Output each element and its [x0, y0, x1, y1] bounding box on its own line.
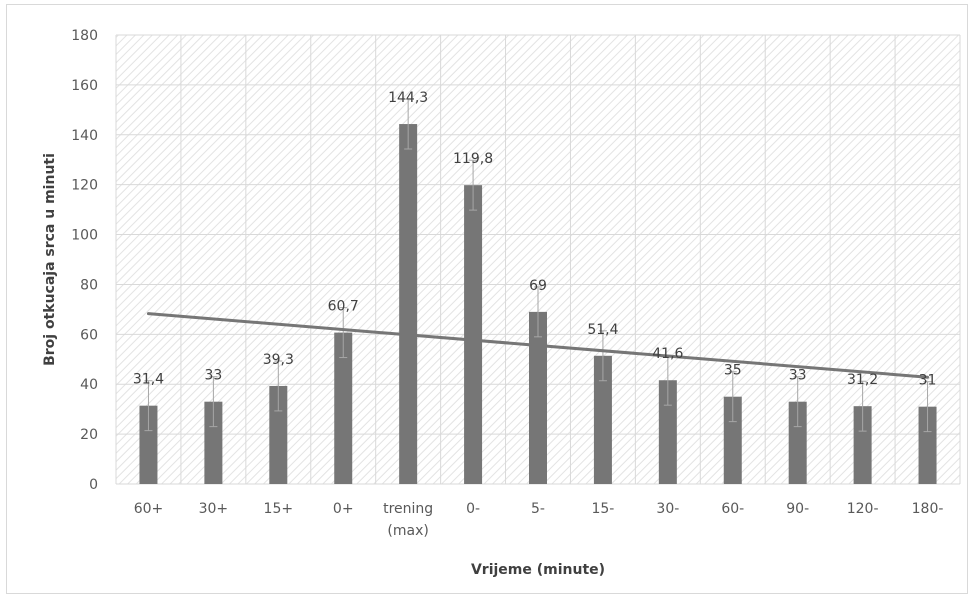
x-tick-label: 120-: [847, 501, 879, 517]
y-tick-label: 100: [71, 228, 98, 244]
data-label: 33: [204, 368, 222, 384]
data-label: 31: [919, 373, 937, 389]
x-tick-label: 0-: [466, 501, 480, 517]
error-bar: [469, 159, 478, 211]
x-tick-label: 30+: [199, 501, 229, 517]
bar: [334, 332, 353, 484]
y-tick-label: 120: [71, 178, 98, 194]
data-label: 31,2: [847, 372, 878, 388]
x-tick-label: 5-: [531, 501, 545, 517]
bar: [788, 401, 807, 484]
bar: [269, 385, 288, 484]
error-bar: [923, 381, 932, 433]
data-label: 35: [724, 363, 742, 379]
y-tick-label: 180: [71, 28, 98, 44]
data-label: 144,3: [388, 90, 428, 106]
bar: [723, 396, 742, 484]
data-label: 33: [789, 368, 807, 384]
x-tick-label: 90-: [786, 501, 809, 517]
data-label: 119,8: [453, 151, 493, 167]
error-bar: [598, 330, 607, 382]
error-bar: [274, 360, 283, 412]
bar: [529, 311, 547, 484]
error-bar: [534, 286, 542, 338]
error-bar: [728, 371, 737, 423]
data-label: 60,7: [328, 299, 359, 315]
bar: [853, 406, 872, 484]
error-bar: [209, 376, 218, 428]
error-bar: [858, 380, 867, 432]
x-tick-label: 15-: [591, 501, 614, 517]
y-tick-label: 20: [80, 427, 98, 443]
y-axis-ticks: 0 20 40 60 80 100 120 140 160 180: [71, 28, 98, 493]
y-tick-label: 140: [71, 128, 98, 144]
bar: [918, 406, 937, 484]
error-bar: [404, 98, 413, 150]
bar: [593, 355, 612, 484]
bars: [139, 124, 937, 484]
y-axis-title: Broj otkucaja srca u minuti: [42, 153, 58, 366]
data-label: 31,4: [133, 372, 164, 388]
y-tick-label: 40: [80, 377, 98, 393]
error-bars: [144, 98, 932, 433]
x-tick-label: trening (max): [383, 501, 433, 539]
y-tick-label: 80: [80, 277, 98, 293]
x-axis-ticks: 60+ 30+ 15+ 0+ trening (max) 0- 5- 15- 30- 60- 90- 1…: [134, 501, 944, 539]
bar: [399, 124, 418, 484]
x-tick-label: 0+: [333, 501, 354, 517]
y-tick-label: 60: [80, 327, 98, 343]
data-label: 39,3: [263, 352, 294, 368]
y-tick-label: 160: [71, 78, 98, 94]
x-axis-title: Vrijeme (minute): [471, 562, 605, 578]
x-tick-label: 60+: [134, 501, 164, 517]
trendline: [146, 312, 930, 379]
x-tick-label: 180-: [912, 501, 944, 517]
data-label: 69: [529, 278, 547, 294]
y-tick-label: 0: [89, 477, 98, 493]
x-tick-label: 15+: [264, 501, 294, 517]
error-bar: [144, 380, 153, 432]
error-bar: [339, 307, 348, 359]
bar: [204, 401, 223, 484]
data-label: 51,4: [587, 322, 618, 338]
data-labels: 31,4 33 39,3 60,7 144,3 119,8 69 51,4 41,6 35 33 31…: [133, 90, 937, 389]
data-label: 41,6: [652, 346, 683, 362]
x-tick-label: 60-: [721, 501, 744, 517]
bar: [464, 185, 483, 484]
trend-line: [146, 312, 930, 379]
bar: [658, 380, 677, 484]
bar: [139, 405, 158, 484]
x-tick-label: 30-: [656, 501, 679, 517]
error-bar: [793, 376, 802, 428]
gridlines: [115, 34, 961, 485]
